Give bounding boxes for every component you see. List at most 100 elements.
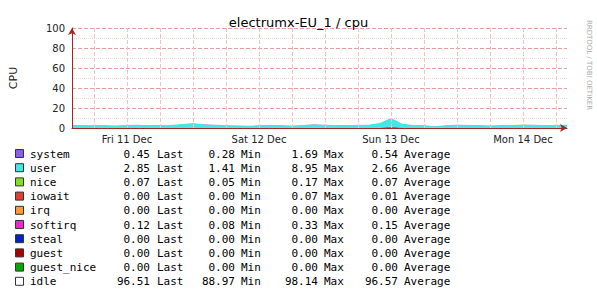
- svg-text:Last: Last: [157, 275, 184, 288]
- svg-text:user: user: [30, 162, 57, 175]
- svg-text:0.00: 0.00: [372, 204, 399, 217]
- svg-text:guest: guest: [30, 247, 63, 260]
- svg-text:0.00: 0.00: [209, 190, 236, 203]
- svg-text:60: 60: [52, 63, 65, 74]
- svg-text:0.00: 0.00: [124, 261, 151, 274]
- svg-text:Min: Min: [241, 190, 261, 203]
- svg-text:0: 0: [59, 123, 65, 134]
- svg-text:Max: Max: [324, 275, 344, 288]
- svg-text:iowait: iowait: [30, 190, 70, 203]
- svg-text:0.00: 0.00: [372, 233, 399, 246]
- svg-text:Max: Max: [324, 162, 344, 175]
- svg-text:electrumx-EU_1 / cpu: electrumx-EU_1 / cpu: [229, 15, 368, 30]
- svg-text:Average: Average: [404, 204, 450, 217]
- svg-text:guest_nice: guest_nice: [30, 261, 96, 274]
- svg-text:Last: Last: [157, 148, 184, 161]
- svg-text:88.97: 88.97: [202, 275, 235, 288]
- svg-text:Last: Last: [157, 190, 184, 203]
- svg-text:0.45: 0.45: [124, 148, 151, 161]
- svg-text:Mon 14 Dec: Mon 14 Dec: [493, 134, 553, 145]
- svg-text:Average: Average: [404, 219, 450, 232]
- svg-text:Max: Max: [324, 247, 344, 260]
- svg-text:idle: idle: [30, 275, 57, 288]
- svg-text:96.57: 96.57: [365, 275, 398, 288]
- svg-text:Max: Max: [324, 219, 344, 232]
- svg-text:Fri 11 Dec: Fri 11 Dec: [102, 134, 152, 145]
- svg-text:Last: Last: [157, 162, 184, 175]
- svg-text:0.07: 0.07: [124, 176, 151, 189]
- svg-text:Average: Average: [404, 233, 450, 246]
- svg-text:Min: Min: [241, 275, 261, 288]
- svg-text:1.41: 1.41: [209, 162, 236, 175]
- svg-text:Average: Average: [404, 162, 450, 175]
- svg-text:Average: Average: [404, 275, 450, 288]
- svg-text:0.15: 0.15: [372, 219, 399, 232]
- svg-text:0.00: 0.00: [292, 204, 319, 217]
- svg-text:0.07: 0.07: [372, 176, 399, 189]
- svg-text:Max: Max: [324, 204, 344, 217]
- svg-text:irq: irq: [30, 204, 50, 217]
- svg-text:40: 40: [52, 83, 65, 94]
- svg-text:0.00: 0.00: [292, 261, 319, 274]
- svg-text:Max: Max: [324, 190, 344, 203]
- svg-text:80: 80: [52, 43, 65, 54]
- svg-text:RRDTOOL / TOBI OETIKER: RRDTOOL / TOBI OETIKER: [585, 20, 593, 110]
- svg-text:0.00: 0.00: [372, 261, 399, 274]
- svg-text:Min: Min: [241, 247, 261, 260]
- svg-text:0.00: 0.00: [209, 204, 236, 217]
- svg-text:0.07: 0.07: [292, 190, 319, 203]
- svg-text:0.17: 0.17: [292, 176, 319, 189]
- svg-text:0.00: 0.00: [292, 233, 319, 246]
- svg-text:8.95: 8.95: [292, 162, 319, 175]
- svg-text:Average: Average: [404, 247, 450, 260]
- svg-text:0.00: 0.00: [124, 233, 151, 246]
- svg-text:0.00: 0.00: [124, 204, 151, 217]
- svg-text:0.12: 0.12: [124, 219, 151, 232]
- svg-text:20: 20: [52, 103, 65, 114]
- svg-text:98.14: 98.14: [285, 275, 318, 288]
- svg-text:0.05: 0.05: [209, 176, 236, 189]
- svg-text:system: system: [30, 148, 70, 161]
- svg-text:Last: Last: [157, 261, 184, 274]
- svg-text:2.66: 2.66: [372, 162, 399, 175]
- svg-text:0.08: 0.08: [209, 219, 236, 232]
- svg-text:Min: Min: [241, 219, 261, 232]
- svg-text:Average: Average: [404, 176, 450, 189]
- svg-text:Max: Max: [324, 176, 344, 189]
- svg-text:0.01: 0.01: [372, 190, 399, 203]
- svg-text:0.00: 0.00: [372, 247, 399, 260]
- svg-text:nice: nice: [30, 176, 57, 189]
- svg-text:Min: Min: [241, 233, 261, 246]
- svg-text:Last: Last: [157, 233, 184, 246]
- svg-text:Max: Max: [324, 233, 344, 246]
- svg-text:Last: Last: [157, 176, 184, 189]
- svg-text:Sun 13 Dec: Sun 13 Dec: [362, 134, 419, 145]
- svg-text:Last: Last: [157, 204, 184, 217]
- svg-text:0.00: 0.00: [209, 247, 236, 260]
- svg-text:Max: Max: [324, 148, 344, 161]
- svg-text:96.51: 96.51: [117, 275, 150, 288]
- svg-text:Min: Min: [241, 204, 261, 217]
- svg-text:0.00: 0.00: [292, 247, 319, 260]
- svg-text:Max: Max: [324, 261, 344, 274]
- svg-text:Last: Last: [157, 247, 184, 260]
- svg-text:0.00: 0.00: [124, 190, 151, 203]
- svg-text:Min: Min: [241, 162, 261, 175]
- svg-text:0.00: 0.00: [209, 261, 236, 274]
- svg-text:100: 100: [46, 23, 65, 34]
- svg-text:Min: Min: [241, 148, 261, 161]
- svg-text:Min: Min: [241, 261, 261, 274]
- svg-text:steal: steal: [30, 233, 63, 246]
- svg-text:Min: Min: [241, 176, 261, 189]
- svg-text:Last: Last: [157, 219, 184, 232]
- svg-text:0.54: 0.54: [372, 148, 399, 161]
- svg-text:2.85: 2.85: [124, 162, 151, 175]
- svg-text:Sat 12 Dec: Sat 12 Dec: [232, 134, 287, 145]
- svg-text:CPU: CPU: [7, 67, 20, 89]
- svg-text:0.00: 0.00: [124, 247, 151, 260]
- svg-text:1.69: 1.69: [292, 148, 319, 161]
- svg-text:Average: Average: [404, 190, 450, 203]
- svg-text:Average: Average: [404, 261, 450, 274]
- svg-text:0.00: 0.00: [209, 233, 236, 246]
- svg-text:Average: Average: [404, 148, 450, 161]
